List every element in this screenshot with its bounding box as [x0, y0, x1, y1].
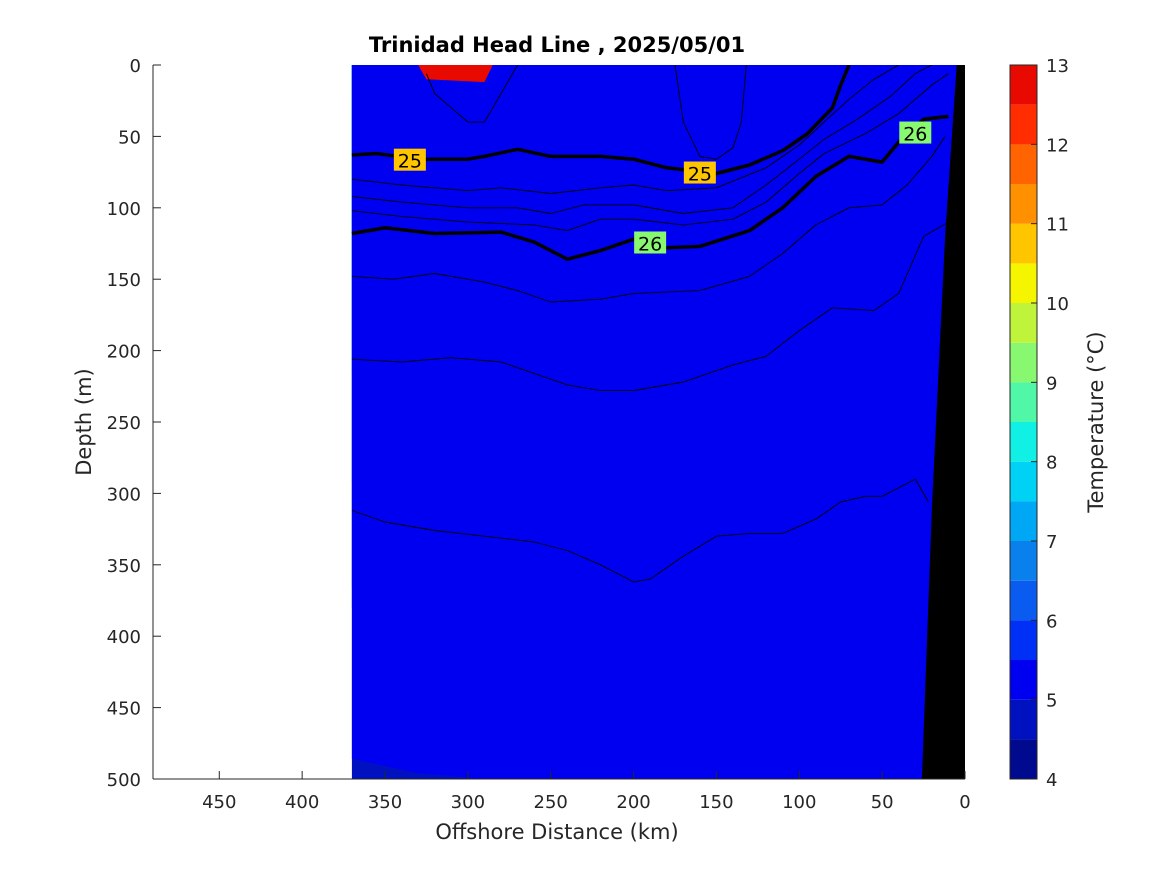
y-tick-label: 450	[107, 699, 141, 720]
isotherm-line	[351, 65, 899, 194]
isotherm-line-bold	[351, 65, 851, 176]
colorbar-frame	[1009, 64, 1038, 780]
x-tick-label: 50	[871, 792, 894, 813]
colorbar-swatch	[1010, 620, 1037, 660]
contour-label-bg	[393, 148, 426, 171]
x-tick-label: 250	[534, 792, 568, 813]
y-tick-label: 200	[107, 342, 141, 363]
colorbar-tick-label: 13	[1046, 56, 1069, 77]
colorbar-swatch	[1010, 422, 1037, 462]
x-tick-label: 150	[699, 792, 733, 813]
colorbar: 4 5 6 7 8 9 10 11 12 13 Temperature (°C)	[1009, 56, 1108, 791]
colorbar-swatch	[1010, 104, 1037, 145]
warm-core-band	[418, 65, 493, 83]
colorbar-swatch	[1010, 303, 1037, 343]
y-tick-label: 500	[107, 770, 141, 791]
isotherm-line	[351, 478, 929, 583]
colorbar-tick-label: 5	[1046, 691, 1057, 712]
colorbar-swatch	[1010, 223, 1037, 264]
colorbar-swatch	[1010, 739, 1037, 779]
y-tick-label: 50	[118, 127, 141, 148]
contour-label: 25	[398, 151, 422, 173]
x-axis-label: Offshore Distance (km)	[435, 820, 678, 844]
temperature-band	[351, 65, 965, 779]
seafloor-bathymetry	[921, 65, 965, 779]
x-tick-label: 200	[616, 792, 650, 813]
contour-labels: 25 25 26 26	[393, 121, 932, 256]
y-tick-label: 350	[107, 556, 141, 577]
contour-label-bg	[634, 231, 667, 254]
colorbar-tick-label: 8	[1046, 453, 1057, 474]
y-tick-label: 400	[107, 627, 141, 648]
isotherm-line	[425, 65, 518, 123]
isotherm-line	[351, 221, 949, 392]
colorbar-tick-label: 12	[1046, 135, 1069, 156]
x-tick-label: 300	[451, 792, 485, 813]
y-axis-ticks: 0 50 100 150 200 250 300 350 400 450 500	[107, 56, 161, 791]
chart-title: Trinidad Head Line , 2025/05/01	[369, 33, 745, 57]
colorbar-tick-label: 4	[1046, 770, 1057, 791]
x-tick-label: 350	[368, 792, 402, 813]
isotherm-contours	[351, 65, 949, 583]
colorbar-swatch	[1010, 461, 1037, 502]
colorbar-swatch	[1010, 660, 1037, 700]
colorbar-swatch	[1010, 501, 1037, 541]
isotherm-line	[674, 65, 747, 160]
isotherm-line-bold	[351, 114, 949, 261]
colorbar-ticks: 4 5 6 7 8 9 10 11 12 13	[1031, 56, 1069, 791]
colorbar-swatch	[1010, 342, 1037, 383]
contour-label: 26	[638, 234, 662, 256]
isotherm-line	[351, 65, 933, 214]
x-axis-ticks: 450 400 350 300 250 200 150 100 50 0	[202, 771, 971, 813]
colorbar-swatch	[1010, 580, 1037, 621]
colorbar-swatch	[1010, 144, 1037, 184]
y-axis-label: Depth (m)	[72, 368, 96, 475]
plot-area: 25 25 26 26	[153, 65, 965, 779]
colorbar-swatch	[1010, 382, 1037, 422]
isotherm-line	[351, 73, 949, 232]
y-tick-label: 150	[107, 270, 141, 291]
colorbar-swatch	[1010, 65, 1037, 105]
contour-label: 25	[688, 164, 712, 186]
colorbar-swatch	[1010, 263, 1037, 303]
y-tick-label: 300	[107, 484, 141, 505]
colorbar-tick-label: 10	[1046, 294, 1069, 315]
colorbar-swatch	[1010, 184, 1037, 224]
x-tick-label: 100	[782, 792, 816, 813]
colorbar-tick-label: 7	[1046, 532, 1057, 553]
colorbar-tick-label: 6	[1046, 611, 1057, 632]
contour-label-bg	[899, 121, 932, 144]
y-tick-label: 0	[130, 56, 141, 77]
y-tick-label: 250	[107, 413, 141, 434]
isotherm-line	[351, 136, 946, 303]
colorbar-swatch	[1010, 699, 1037, 740]
colorbar-swatches	[1010, 65, 1037, 779]
x-tick-label: 450	[202, 792, 236, 813]
colorbar-tick-label: 9	[1046, 373, 1057, 394]
colorbar-swatch	[1010, 541, 1037, 581]
colorbar-tick-label: 11	[1046, 215, 1069, 236]
contour-label: 26	[903, 124, 927, 146]
y-tick-label: 100	[107, 199, 141, 220]
x-tick-label: 400	[285, 792, 319, 813]
contour-label-bg	[683, 161, 716, 184]
temperature-bands	[351, 65, 965, 779]
x-tick-label: 0	[959, 792, 970, 813]
colorbar-label: Temperature (°C)	[1084, 331, 1108, 513]
